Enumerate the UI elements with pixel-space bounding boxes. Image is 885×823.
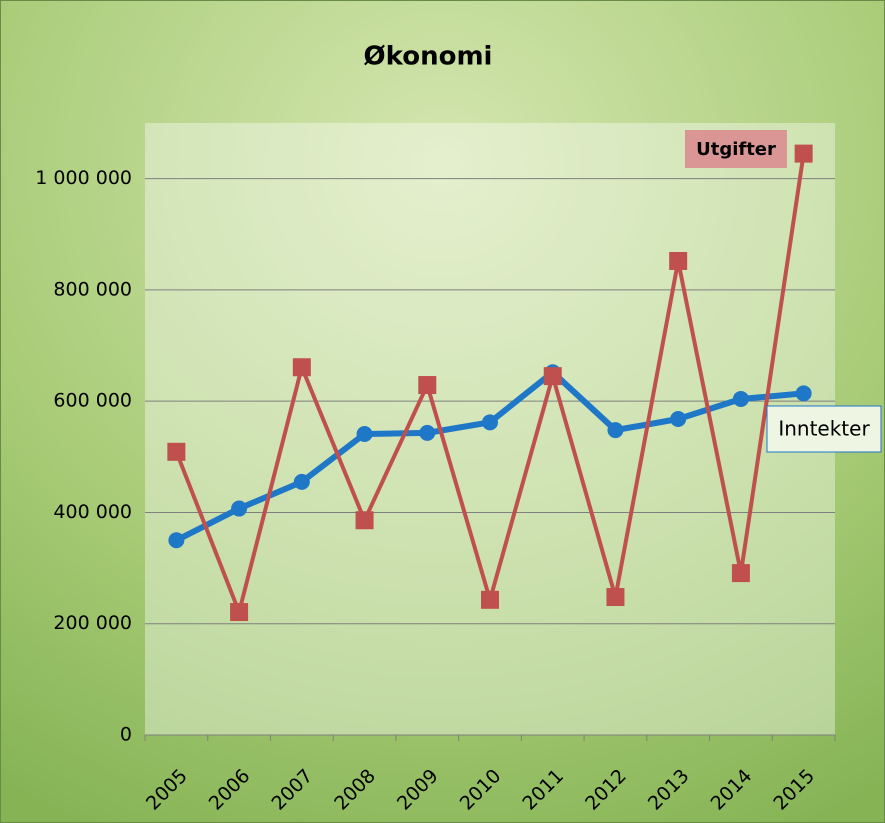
series-label-text: Utgifter	[696, 139, 776, 160]
marker	[481, 591, 499, 609]
marker	[293, 358, 311, 376]
marker	[230, 603, 248, 621]
marker	[733, 391, 749, 407]
marker	[544, 367, 562, 385]
marker	[168, 532, 184, 548]
marker	[670, 411, 686, 427]
marker	[669, 252, 687, 270]
marker	[419, 425, 435, 441]
marker	[357, 426, 373, 442]
series-label: Utgifter	[685, 130, 787, 168]
marker	[418, 376, 436, 394]
y-tick-label: 400 000	[53, 501, 132, 523]
chart: Økonomi 0 200 000 400 000 600 000 800 000 1 0…	[0, 0, 885, 823]
y-tick-label: 1 000 000	[35, 167, 132, 189]
series-label-text: Inntekter	[778, 417, 870, 441]
marker	[796, 385, 812, 401]
marker	[294, 474, 310, 490]
series-label: Inntekter	[767, 406, 881, 452]
y-tick-label: 200 000	[53, 612, 132, 634]
y-tick-label: 800 000	[53, 278, 132, 300]
marker	[795, 145, 813, 163]
marker	[607, 422, 623, 438]
marker	[606, 588, 624, 606]
marker	[231, 501, 247, 517]
marker	[732, 564, 750, 582]
marker	[356, 511, 374, 529]
marker	[167, 443, 185, 461]
chart-title: Økonomi	[364, 42, 493, 72]
y-tick-label: 0	[120, 724, 132, 746]
marker	[482, 414, 498, 430]
y-tick-label: 600 000	[53, 390, 132, 412]
